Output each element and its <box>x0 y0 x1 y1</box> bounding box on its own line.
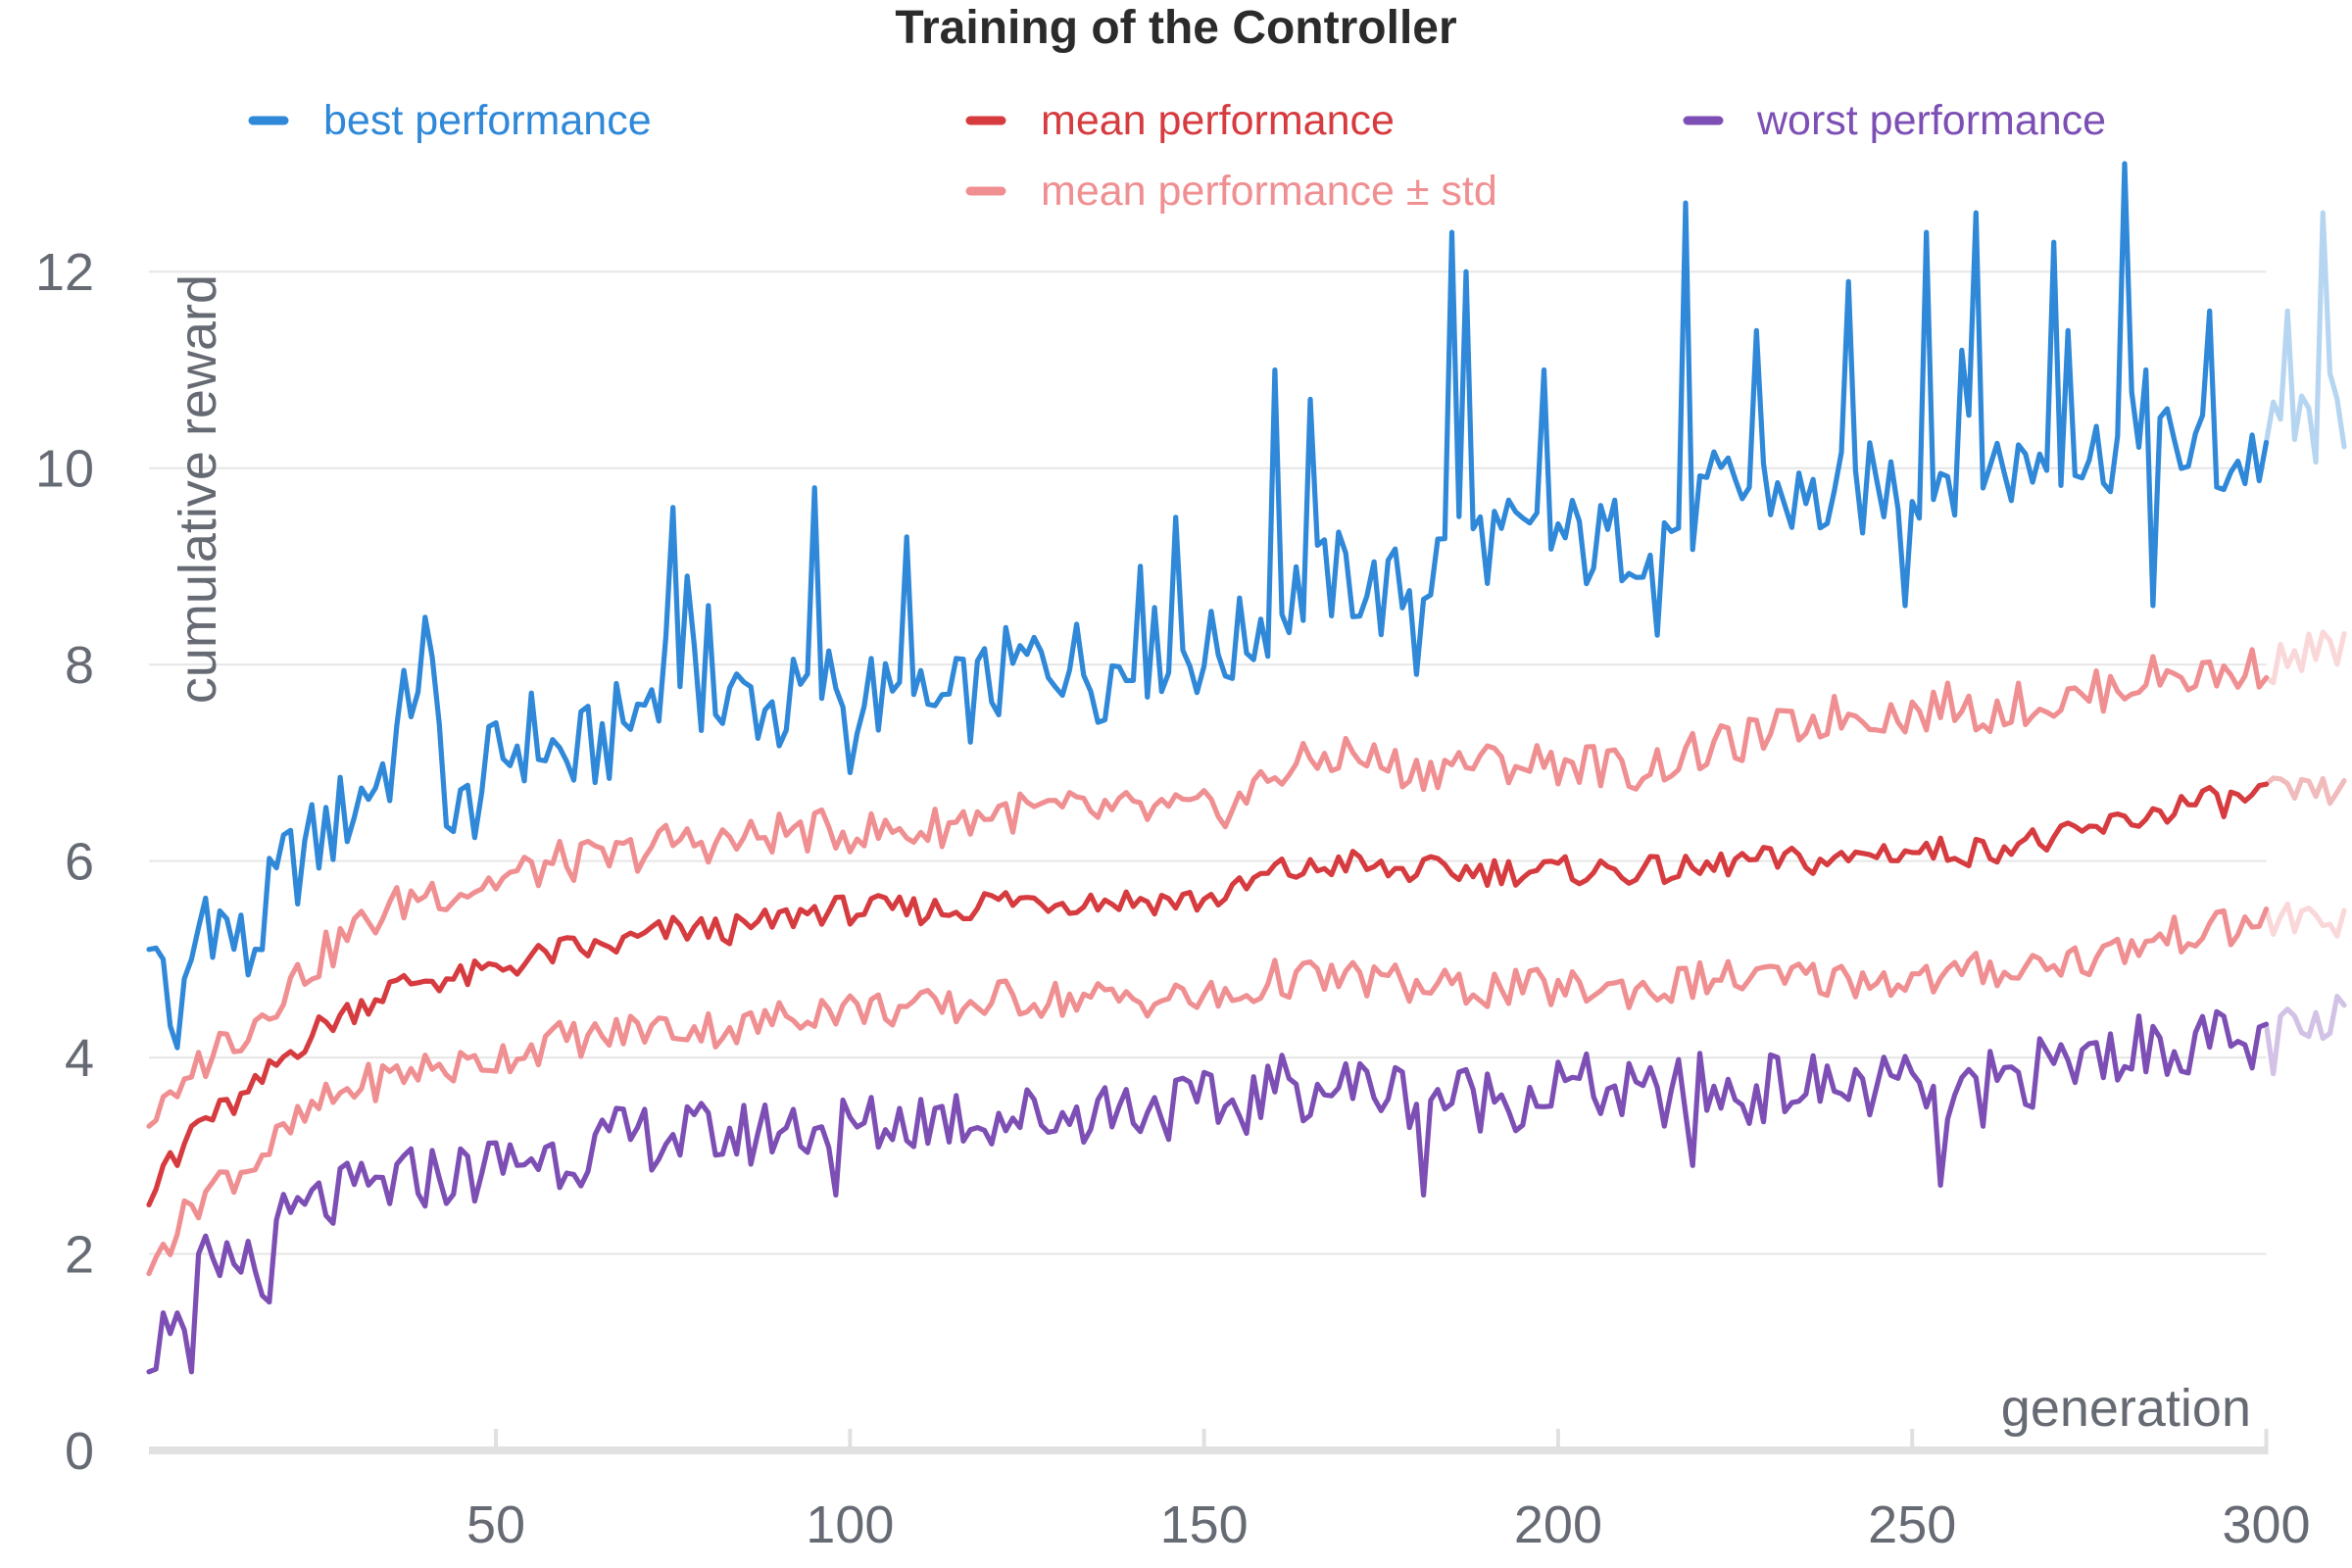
plot-area <box>146 161 2347 1375</box>
x-tick-label-250: 250 <box>1868 1495 1956 1554</box>
y-tick-label-12: 12 <box>35 243 94 302</box>
x-tick-label-150: 150 <box>1160 1495 1249 1554</box>
legend: best performance mean performance worst … <box>248 97 2106 215</box>
legend-label-worst: worst performance <box>1756 97 2106 144</box>
series-line-worst <box>146 1008 2270 1375</box>
y-tick-label-2: 2 <box>65 1226 94 1285</box>
legend-label-mean: mean performance <box>1041 97 1395 144</box>
y-axis-ticks: 0 2 4 6 8 10 12 <box>35 243 94 1481</box>
x-axis: 50 100 150 200 250 300 <box>149 1429 2311 1554</box>
legend-item-mean[interactable]: mean performance <box>965 97 1395 144</box>
x-axis-label: generation <box>2001 1379 2251 1438</box>
y-tick-label-8: 8 <box>65 636 94 695</box>
legend-item-best[interactable]: best performance <box>248 97 652 144</box>
x-tick-label-100: 100 <box>806 1495 894 1554</box>
series-line-tail-std-upper <box>2263 629 2347 686</box>
series-line-std-upper <box>146 647 2270 1129</box>
y-tick-label-6: 6 <box>65 833 94 892</box>
chart-title: Training of the Controller <box>895 2 1456 54</box>
legend-label-std: mean performance ± std <box>1041 168 1497 215</box>
series-line-tail-mean <box>2263 775 2347 807</box>
series-line-best <box>146 161 2270 1051</box>
series-line-tail-worst <box>2263 994 2347 1077</box>
y-axis-label: cumulative reward <box>169 274 227 704</box>
series-line-std-lower <box>146 906 2270 1277</box>
legend-item-std[interactable]: mean performance ± std <box>965 168 1497 215</box>
x-tick-label-300: 300 <box>2222 1495 2310 1554</box>
x-tick-label-200: 200 <box>1514 1495 1602 1554</box>
y-tick-label-4: 4 <box>65 1029 94 1088</box>
series-line-mean <box>146 781 2270 1207</box>
x-tick-label-50: 50 <box>466 1495 525 1554</box>
series-line-tail-std-lower <box>2263 901 2347 939</box>
y-tick-label-0: 0 <box>65 1422 94 1481</box>
series-line-tail-best <box>2263 210 2347 466</box>
legend-item-worst[interactable]: worst performance <box>1683 97 2106 144</box>
legend-label-best: best performance <box>323 97 652 144</box>
y-tick-label-10: 10 <box>35 440 94 499</box>
